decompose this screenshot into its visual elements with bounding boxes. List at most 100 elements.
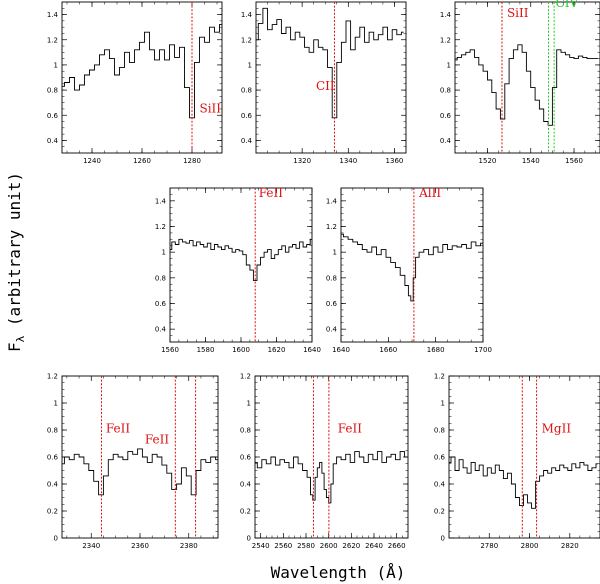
ion-label: FeII [106, 422, 131, 436]
spectrum-panel-6: 2340 2360 2380 0 0.2 0.4 0.6 0.8 1 1.2 FeII FeII [47, 373, 219, 550]
panel-frame [255, 1, 407, 154]
y-tick-label: 0.2 [240, 508, 251, 516]
x-tick-label: 1640 [303, 346, 321, 354]
y-tick-label: 0.4 [434, 481, 446, 489]
spectrum-trace [455, 44, 598, 126]
x-tick-label: 1260 [133, 157, 151, 165]
x-tick-label: 2560 [274, 542, 292, 550]
y-tick-label: 0.4 [326, 326, 338, 334]
y-tick-label: 1.2 [440, 36, 451, 44]
spectrum-panel-2: 1320 1340 1360 0.4 0.6 0.8 1 1.2 1.4 CII [241, 1, 407, 165]
y-tick-label: 1.2 [326, 223, 337, 231]
x-tick-label: 1620 [268, 346, 286, 354]
y-tick-label: 1.4 [47, 11, 59, 19]
x-tick-label: 1680 [427, 346, 445, 354]
y-tick-label: 1.4 [326, 197, 338, 205]
panel-grid: 1240 1260 1280 0.4 0.6 0.8 1 1.2 1.4 SiII 1320 1340… [47, 0, 600, 550]
y-tick-label: 0 [54, 535, 58, 543]
y-tick-label: 0.6 [47, 454, 59, 462]
panel-frame [61, 1, 223, 154]
y-tick-label: 0.4 [440, 137, 452, 145]
y-tick-label: 0.4 [155, 326, 167, 334]
x-tick-label: 2780 [480, 542, 498, 550]
x-tick-label: 1700 [474, 346, 492, 354]
x-tick-label: 1660 [379, 346, 397, 354]
y-tick-label: 1 [248, 61, 252, 69]
y-tick-label: 0.4 [241, 137, 253, 145]
x-tick-label: 2380 [180, 542, 198, 550]
ion-label: MgII [542, 422, 572, 436]
y-tick-label: 0.8 [47, 87, 58, 95]
spectrum-trace [170, 238, 312, 281]
ion-label: FeII [338, 422, 363, 436]
x-tick-label: 2340 [82, 542, 100, 550]
panel-frame [61, 375, 219, 539]
y-tick-label: 0 [247, 535, 251, 543]
x-tick-label: 1280 [183, 157, 201, 165]
x-tick-label: 1320 [293, 157, 311, 165]
y-tick-label: 1 [447, 61, 451, 69]
y-tick-label: 1.2 [47, 36, 58, 44]
x-tick-label: 2360 [131, 542, 149, 550]
y-axis-title-subscript: λ [14, 335, 27, 342]
spectrum-trace [449, 456, 598, 509]
y-tick-label: 1 [54, 400, 58, 408]
y-tick-label: 1 [54, 61, 58, 69]
ion-label: AlII [418, 186, 441, 200]
x-tick-label: 1560 [161, 346, 179, 354]
y-tick-label: 1.2 [155, 223, 166, 231]
x-tick-label: 2660 [388, 542, 406, 550]
ion-label: FeII [145, 433, 170, 447]
x-tick-label: 2620 [342, 542, 360, 550]
y-tick-label: 0.6 [440, 112, 452, 120]
y-tick-label: 1 [333, 249, 337, 257]
y-tick-label: 0.4 [47, 481, 59, 489]
spectrum-panel-7: 2540 2560 2580 2600 2620 2640 2660 0 0.2 0.4 0.6 0.… [240, 373, 409, 550]
panel-frame [169, 187, 313, 343]
y-tick-label: 1.2 [241, 36, 252, 44]
x-tick-label: 2820 [561, 542, 579, 550]
y-tick-label: 0.8 [440, 87, 451, 95]
y-tick-label: 1.2 [240, 373, 251, 381]
y-tick-label: 1.4 [440, 11, 452, 19]
y-tick-label: 0.8 [155, 274, 166, 282]
panel-frame [454, 1, 600, 154]
x-tick-label: 1640 [332, 346, 350, 354]
spectrum-panel-3: 1520 1540 1560 0.4 0.6 0.8 1 1.2 1.4 SiII CIV [440, 0, 600, 165]
ion-label: CIV [556, 0, 579, 10]
panel-frame [254, 375, 409, 539]
y-tick-label: 0.4 [240, 481, 252, 489]
x-tick-label: 1340 [339, 157, 357, 165]
y-tick-label: 1.4 [155, 197, 167, 205]
y-tick-label: 1.4 [241, 11, 253, 19]
spectrum-panel-8: 2780 2800 2820 0 0.2 0.4 0.6 0.8 1 1.2 MgII [434, 373, 600, 550]
x-tick-label: 2540 [252, 542, 270, 550]
spectrum-panel-4: 1560 1580 1600 1620 1640 0.4 0.6 0.8 1 1.2 1.4 FeII [155, 186, 321, 354]
ion-label: CII [316, 79, 335, 93]
x-tick-label: 1560 [565, 157, 583, 165]
y-axis-title-symbol: F [5, 342, 24, 352]
y-tick-label: 0.2 [434, 508, 445, 516]
y-tick-label: 0.8 [241, 87, 252, 95]
y-tick-label: 0 [441, 535, 445, 543]
ion-label: SiII [200, 102, 222, 116]
y-axis-title-rest: (arbitrary unit) [5, 172, 24, 336]
x-tick-label: 2580 [297, 542, 315, 550]
spectrum-trace [62, 448, 218, 496]
spectrum-panel-1: 1240 1260 1280 0.4 0.6 0.8 1 1.2 1.4 SiII [47, 1, 223, 165]
y-tick-label: 0.6 [240, 454, 252, 462]
y-tick-label: 1 [247, 400, 251, 408]
y-tick-label: 1 [441, 400, 445, 408]
y-tick-label: 0.6 [155, 300, 167, 308]
y-tick-label: 0.8 [326, 274, 337, 282]
spectrum-trace [341, 233, 483, 302]
y-tick-label: 1.2 [47, 373, 58, 381]
x-tick-label: 1360 [386, 157, 404, 165]
x-tick-label: 1600 [232, 346, 250, 354]
ion-label: SiII [507, 6, 529, 20]
y-axis-title: Fλ (arbitrary unit) [5, 172, 27, 352]
panel-frame [448, 375, 600, 539]
y-tick-label: 0.6 [434, 454, 446, 462]
y-tick-label: 1 [162, 249, 166, 257]
x-axis-title: Wavelength (Å) [271, 563, 406, 582]
